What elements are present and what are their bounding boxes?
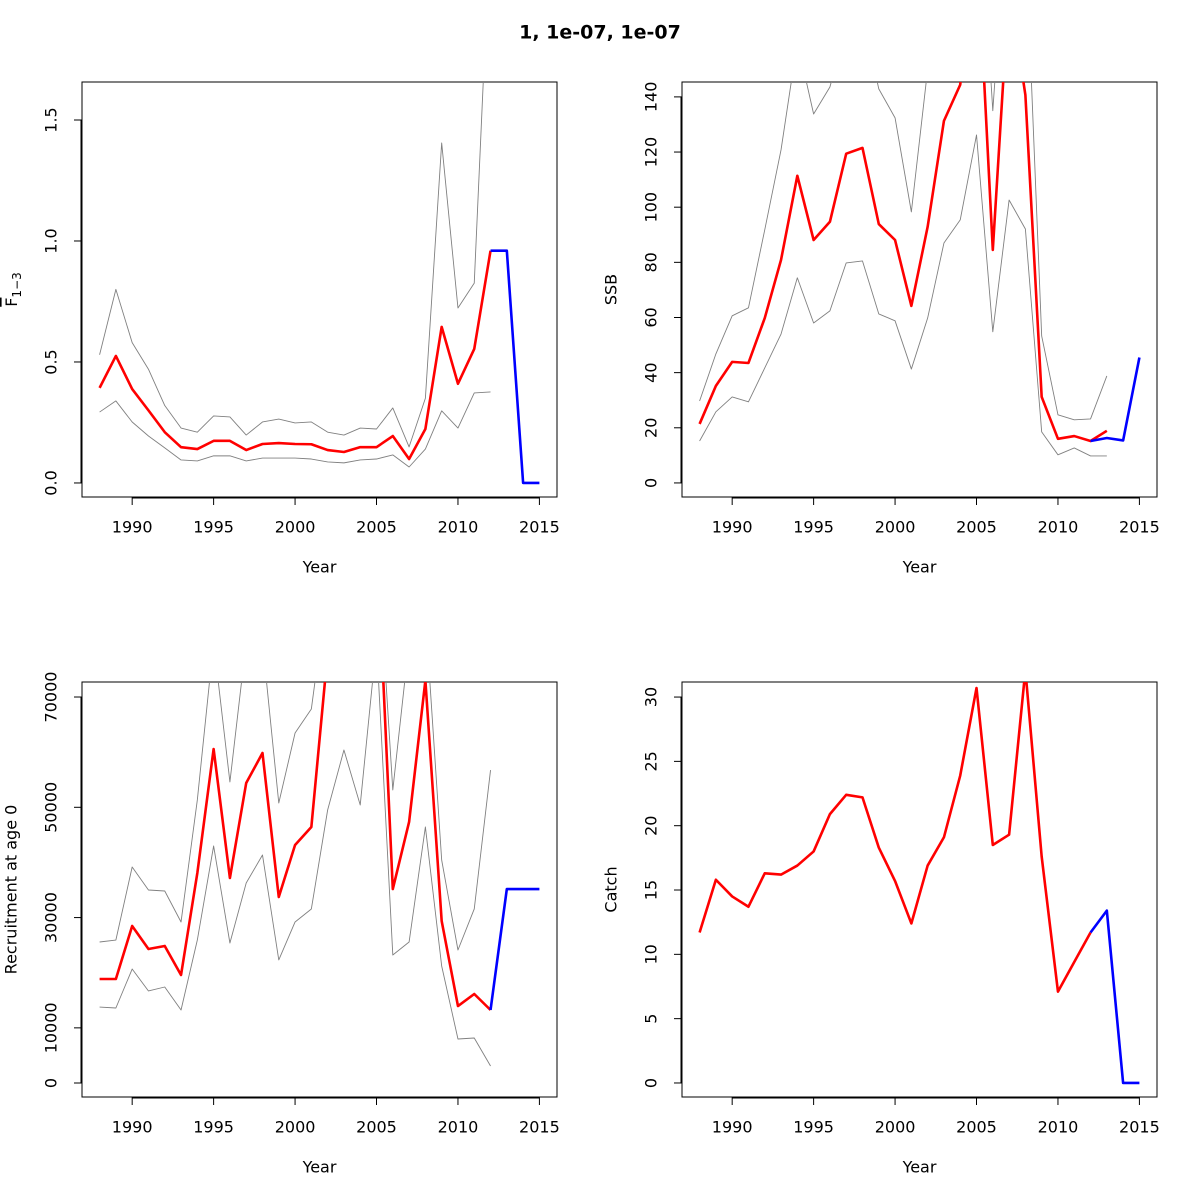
plot-frame xyxy=(681,81,1158,498)
panel: 1990 1995 2000 2005 2010 2015 Year 0.0 0.5 1.0 1.5… xyxy=(2,81,560,577)
series-line xyxy=(489,887,540,1011)
x-tick-label: 1995 xyxy=(793,518,834,537)
x-tick-label: 2005 xyxy=(356,1118,397,1137)
series-line xyxy=(698,682,1092,993)
series-line xyxy=(490,249,540,485)
y-tick-label: 20 xyxy=(642,418,661,438)
x-tick-label: 1990 xyxy=(112,518,153,537)
x-tick-label: 1990 xyxy=(712,518,753,537)
y-tick-label: 50000 xyxy=(42,782,61,833)
y-tick-label: 80 xyxy=(642,252,661,272)
y-tick-label: 30000 xyxy=(42,892,61,943)
x-tick-label: 1995 xyxy=(793,1118,834,1137)
series-line xyxy=(99,682,492,1011)
x-axis-label: Year xyxy=(302,1158,337,1177)
x-tick-label: 1990 xyxy=(112,1118,153,1137)
plot-area xyxy=(98,82,540,485)
y-tick-label: 20 xyxy=(642,816,661,836)
y-tick-label: 25 xyxy=(642,751,661,771)
x-tick-label: 2015 xyxy=(1119,518,1160,537)
y-tick-label: 0.0 xyxy=(42,470,61,495)
interval-line xyxy=(699,134,1107,457)
x-tick-label: 2005 xyxy=(356,518,397,537)
y-tick-label: 100 xyxy=(642,192,661,223)
y-tick-label: 140 xyxy=(642,82,661,113)
x-tick-label: 2015 xyxy=(519,1118,560,1137)
x-tick-label: 2015 xyxy=(1119,1118,1160,1137)
plot-frame xyxy=(81,81,558,498)
x-tick-label: 2005 xyxy=(956,518,997,537)
y-axis-label-main: F xyxy=(2,298,21,307)
y-tick-label: 40 xyxy=(642,362,661,382)
x-tick-label: 2010 xyxy=(1038,518,1079,537)
x-tick-label: 2000 xyxy=(875,518,916,537)
series-line xyxy=(98,250,492,461)
x-tick-label: 1995 xyxy=(193,518,234,537)
y-tick-label: 60 xyxy=(642,307,661,327)
y-tick-label: 70000 xyxy=(42,672,61,723)
y-tick-label: 0 xyxy=(42,1078,61,1088)
x-tick-label: 2010 xyxy=(438,518,479,537)
interval-line xyxy=(699,82,1108,421)
x-tick-label: 2005 xyxy=(956,1118,997,1137)
x-tick-label: 2015 xyxy=(519,518,560,537)
plot-area xyxy=(698,82,1141,457)
y-tick-label: 0 xyxy=(642,1078,661,1088)
figure-title: 1, 1e-07, 1e-07 xyxy=(519,22,681,44)
x-axis-label: Year xyxy=(302,558,337,577)
plot-area xyxy=(99,682,540,1067)
x-axis-label: Year xyxy=(902,1158,937,1177)
y-tick-label: 0 xyxy=(642,478,661,488)
y-tick-label: 5 xyxy=(642,1014,661,1024)
plot-frame xyxy=(81,681,558,1098)
x-tick-label: 1995 xyxy=(193,1118,234,1137)
y-tick-label: 15 xyxy=(642,880,661,900)
interval-line xyxy=(99,682,491,1067)
plot-area xyxy=(698,682,1140,1085)
y-tick-label: 10 xyxy=(642,944,661,964)
series-line xyxy=(698,82,1108,443)
x-tick-label: 2000 xyxy=(275,518,316,537)
y-axis-label: Catch xyxy=(602,866,621,912)
panel: 1990 1995 2000 2005 2010 2015 Year 0 5 10 15 20 25 30… xyxy=(602,681,1160,1177)
x-tick-label: 2010 xyxy=(1038,1118,1079,1137)
y-tick-label: 1.5 xyxy=(42,107,61,132)
y-tick-label: 10000 xyxy=(42,1002,61,1053)
y-tick-label: 120 xyxy=(642,137,661,168)
x-tick-label: 2000 xyxy=(875,1118,916,1137)
interval-line xyxy=(99,682,491,951)
plot-frame xyxy=(681,681,1158,1098)
x-tick-label: 2000 xyxy=(275,1118,316,1137)
y-tick-label: 1.0 xyxy=(42,228,61,253)
y-tick-label: 30 xyxy=(642,687,661,707)
x-axis-label: Year xyxy=(902,558,937,577)
series-line xyxy=(1089,909,1140,1085)
panel: 1990 1995 2000 2005 2010 2015 Year 0 10000 30000 5… xyxy=(2,672,560,1177)
panel: 1990 1995 2000 2005 2010 2015 Year 0 20 40 60 80 100… xyxy=(602,81,1160,577)
series-line xyxy=(1090,357,1141,443)
y-axis-label-subscript: 1−3 xyxy=(10,272,24,297)
y-axis-label: F1−3 xyxy=(2,272,24,307)
y-tick-label: 0.5 xyxy=(42,349,61,374)
interval-line xyxy=(99,391,491,468)
y-axis-label: SSB xyxy=(602,274,621,305)
y-axis-label: Recruitment at age 0 xyxy=(2,805,21,975)
x-tick-label: 1990 xyxy=(712,1118,753,1137)
interval-line xyxy=(99,82,484,448)
x-tick-label: 2010 xyxy=(438,1118,479,1137)
